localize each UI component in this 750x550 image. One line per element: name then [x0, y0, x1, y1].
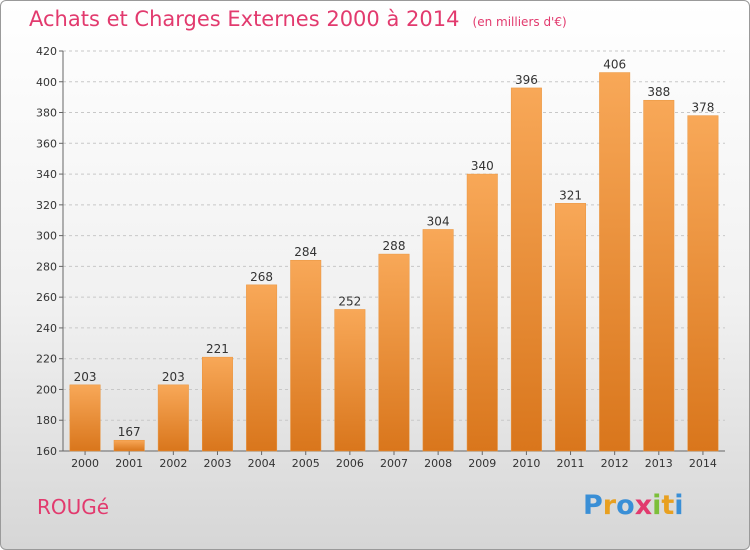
bar-2001 — [113, 439, 145, 452]
data-label: 378 — [691, 101, 714, 115]
data-label: 396 — [515, 73, 538, 87]
y-tick-label: 380 — [36, 107, 57, 120]
x-tick-label: 2010 — [512, 457, 540, 470]
bar-2010 — [510, 87, 542, 452]
y-tick-label: 180 — [36, 414, 57, 427]
data-label: 304 — [427, 214, 450, 228]
bar-2009 — [466, 173, 498, 452]
chart-title: Achats et Charges Externes 2000 à 2014 — [29, 7, 460, 31]
logo-letter: t — [661, 490, 675, 521]
data-label: 321 — [559, 188, 582, 202]
bar-2011 — [555, 203, 587, 452]
data-label: 388 — [647, 85, 670, 99]
data-label: 268 — [250, 270, 273, 284]
data-label: 203 — [162, 370, 185, 384]
x-tick-label: 2002 — [159, 457, 187, 470]
data-label: 252 — [338, 294, 361, 308]
y-tick-label: 420 — [36, 45, 57, 58]
bar-2000 — [69, 384, 101, 452]
x-tick-label: 2012 — [601, 457, 629, 470]
x-tick-label: 2014 — [689, 457, 717, 470]
chart-title-block: Achats et Charges Externes 2000 à 2014 (… — [29, 7, 567, 31]
y-tick-label: 400 — [36, 76, 57, 89]
x-tick-label: 2006 — [336, 457, 364, 470]
y-tick-label: 280 — [36, 260, 57, 273]
bar-2005 — [290, 259, 322, 452]
logo-letter: P — [583, 490, 603, 521]
y-tick-label: 340 — [36, 168, 57, 181]
y-tick-label: 240 — [36, 322, 57, 335]
x-tick-label: 2005 — [292, 457, 320, 470]
data-label: 221 — [206, 342, 229, 356]
x-tick-label: 2004 — [248, 457, 276, 470]
y-tick-label: 320 — [36, 199, 57, 212]
bar-2007 — [378, 253, 410, 452]
data-label: 203 — [74, 370, 97, 384]
y-tick-label: 260 — [36, 291, 57, 304]
y-tick-label: 220 — [36, 353, 57, 366]
labels: 160 180 200 220 240 260 280 300 320 340 360 380 400 4… — [36, 45, 717, 470]
bar-2003 — [201, 356, 233, 452]
x-tick-label: 2009 — [468, 457, 496, 470]
logo-letter: r — [602, 490, 617, 521]
data-label: 167 — [118, 425, 141, 439]
bar-2008 — [422, 229, 454, 452]
x-tick-label: 2008 — [424, 457, 452, 470]
bar-2013 — [643, 99, 675, 452]
bar-2004 — [246, 284, 278, 452]
x-tick-label: 2003 — [203, 457, 231, 470]
y-tick-label: 200 — [36, 383, 57, 396]
logo-letter: i — [652, 490, 662, 521]
logo-letter: o — [616, 490, 635, 521]
logo-letter: i — [674, 490, 684, 521]
data-label: 288 — [383, 239, 406, 253]
x-tick-label: 2000 — [71, 457, 99, 470]
x-tick-label: 2013 — [645, 457, 673, 470]
data-label: 340 — [471, 159, 494, 173]
commune-name: ROUGé — [37, 495, 110, 519]
y-tick-label: 300 — [36, 230, 57, 243]
data-label: 284 — [294, 245, 317, 259]
y-tick-label: 360 — [36, 137, 57, 150]
data-label: 406 — [603, 58, 626, 72]
x-tick-label: 2001 — [115, 457, 143, 470]
proxiti-logo: Proxiti — [583, 490, 684, 521]
bar-2012 — [599, 72, 631, 452]
bar-2014 — [687, 115, 719, 452]
unit-label: (en milliers d'€) — [472, 15, 567, 29]
bar-2006 — [334, 309, 366, 452]
bars — [69, 72, 719, 452]
y-tick-label: 160 — [36, 445, 57, 458]
bar-2002 — [157, 384, 189, 452]
logo-letter: x — [634, 490, 653, 521]
x-tick-label: 2007 — [380, 457, 408, 470]
x-tick-label: 2011 — [557, 457, 585, 470]
